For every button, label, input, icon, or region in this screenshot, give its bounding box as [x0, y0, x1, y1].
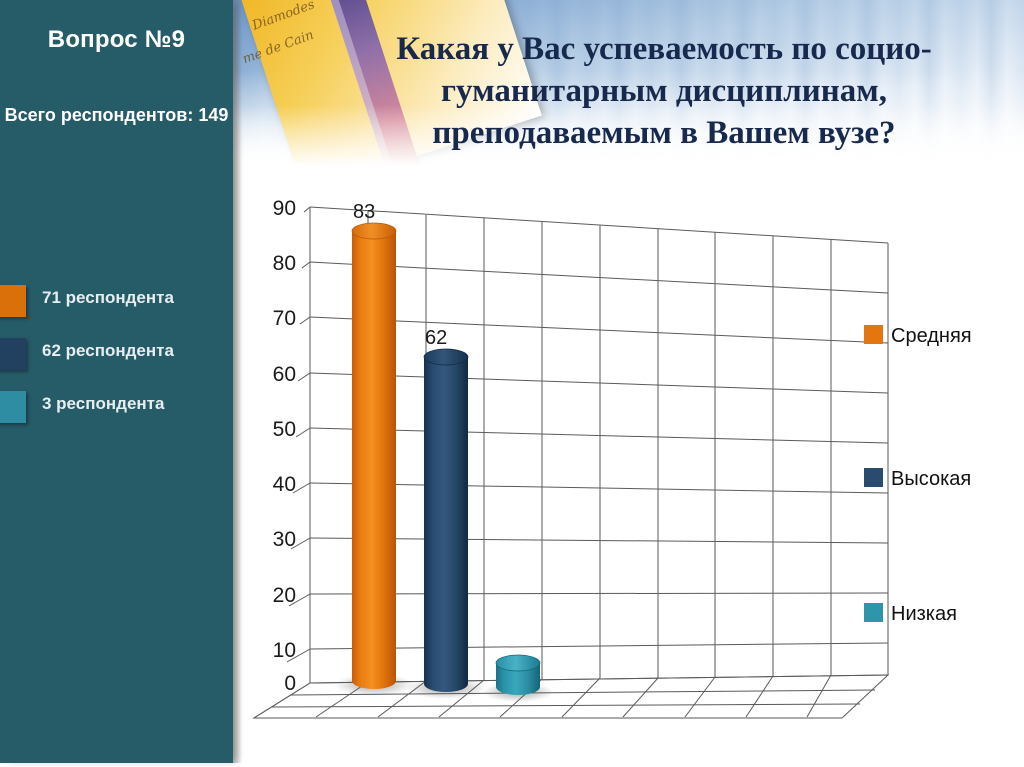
- chart-back-wall-grid: [309, 206, 889, 684]
- sidebar-legend-item-1[interactable]: 71 респондента: [0, 281, 233, 321]
- chart-legend-item-vysokaya[interactable]: Высокая: [864, 468, 971, 490]
- header-banner-image: Diamodes me de Cain: [233, 0, 1024, 175]
- bar-chart-3d: 90 80 70 60 50 40 30 20 10 0: [248, 185, 1024, 745]
- y-tick-0: 0: [284, 672, 296, 695]
- y-tick-20: 20: [273, 584, 296, 607]
- sidebar-legend-label-3: 3 респондента: [42, 394, 165, 413]
- slide-title-line-1: Какая у Вас успеваемость по социо-: [396, 31, 932, 67]
- y-tick-90: 90: [273, 197, 296, 220]
- slide-title: Какая у Вас успеваемость по социо- гуман…: [330, 28, 998, 154]
- legend-swatch-vysokaya: [864, 468, 883, 487]
- sidebar-legend-swatch-orange: [0, 285, 26, 317]
- bar-nizkaya: [482, 654, 554, 702]
- question-number-heading: Вопрос №9: [47, 26, 186, 53]
- sidebar-legend-swatch-navy: [0, 338, 26, 370]
- y-axis-tick-labels: 90 80 70 60 50 40 30 20 10 0: [273, 197, 296, 695]
- y-tick-50: 50: [273, 418, 296, 441]
- legend-label-nizkaya: Низкая: [891, 603, 957, 625]
- y-tick-40: 40: [273, 473, 296, 496]
- sidebar-legend-label-1: 71 респондента: [42, 288, 174, 307]
- chart-left-wall: [253, 206, 311, 719]
- sidebar-panel: Вопрос №9 Всего респондентов: 149 71 рес…: [0, 0, 233, 763]
- y-tick-10: 10: [273, 639, 296, 662]
- y-tick-80: 80: [273, 252, 296, 275]
- y-tick-30: 30: [273, 528, 296, 551]
- respondents-total-text: Всего респондентов: 149: [4, 105, 229, 125]
- slide-title-line-3: преподаваемым в Вашем вузе?: [432, 115, 896, 151]
- sidebar-legend-item-2[interactable]: 62 респондента: [0, 334, 233, 374]
- chart-legend-item-nizkaya[interactable]: Низкая: [864, 603, 957, 625]
- legend-swatch-nizkaya: [864, 603, 883, 622]
- bar-sredniaya: 83: [334, 201, 414, 696]
- sidebar-legend-swatch-teal: [0, 391, 26, 423]
- sidebar-shadow-edge: [233, 0, 242, 763]
- legend-label-sredniaya: Средняя: [891, 325, 972, 347]
- y-tick-60: 60: [273, 363, 296, 386]
- sidebar-legend-item-3[interactable]: 3 респондента: [0, 387, 233, 427]
- chart-legend: Средняя Высокая Низкая: [864, 325, 972, 625]
- bar-label-vysokaya: 62: [425, 327, 447, 349]
- banner-bottom-fade: [233, 105, 1024, 175]
- chart-legend-item-sredniaya[interactable]: Средняя: [864, 325, 972, 347]
- bar-label-sredniaya: 83: [353, 201, 375, 223]
- bar-vysokaya: 62: [406, 327, 486, 699]
- slide-title-line-2: гуманитарным дисциплинам,: [441, 73, 887, 109]
- sidebar-legend-label-2: 62 респондента: [42, 341, 174, 360]
- legend-swatch-sredniaya: [864, 325, 883, 344]
- legend-label-vysokaya: Высокая: [891, 468, 971, 490]
- y-tick-70: 70: [273, 307, 296, 330]
